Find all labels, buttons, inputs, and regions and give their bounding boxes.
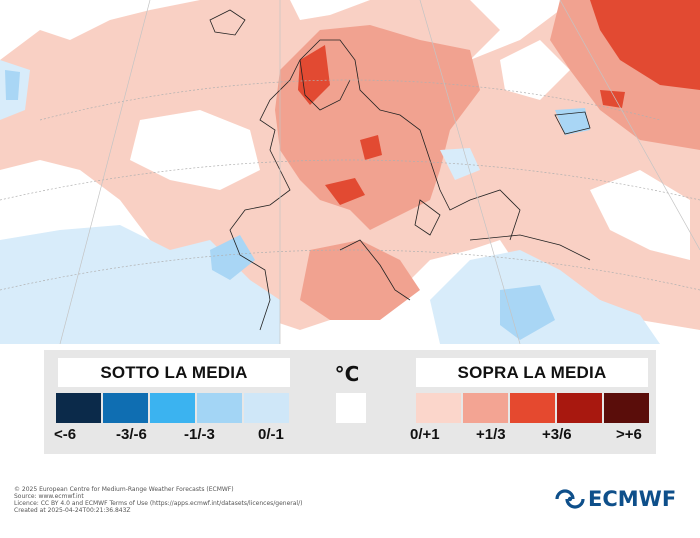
- swatch-above-1-3: [463, 393, 508, 423]
- footer-copyright: © 2025 European Centre for Medium-Range …: [14, 486, 234, 493]
- anomaly-area-minus-1-3: [210, 235, 255, 280]
- anomaly-area-plus-3-6: [298, 45, 330, 105]
- anomaly-area-plus-3-6: [590, 0, 700, 90]
- swatch-above-0-1: [416, 393, 461, 423]
- anomaly-area-minus-1-3: [500, 285, 555, 340]
- swatch-below-6: [56, 393, 101, 423]
- label-above-6: >+6: [616, 426, 642, 443]
- legend: SOTTO LA MEDIA °C SOPRA LA MEDIA <-6 -3/…: [44, 350, 656, 454]
- unit-label: °C: [334, 362, 360, 386]
- label-below-0-1: 0/-1: [258, 426, 284, 443]
- label-below-3-6: -3/-6: [116, 426, 147, 443]
- footer-licence: Licence: CC BY 4.0 and ECMWF Terms of Us…: [14, 500, 303, 507]
- swatch-neutral: [336, 393, 366, 423]
- anomaly-area-minus-1-3: [555, 108, 590, 135]
- swatch-below-3-6: [103, 393, 148, 423]
- anomaly-area-minus-0-1: [0, 225, 280, 344]
- anomaly-area-plus-3-6: [600, 90, 625, 108]
- label-above-1-3: +1/3: [476, 426, 506, 443]
- above-average-title-box: SOPRA LA MEDIA: [416, 358, 648, 387]
- anomaly-area-plus-1-3: [300, 240, 420, 320]
- neutral-area: [130, 110, 260, 190]
- ecmwf-logo-icon: [555, 489, 585, 509]
- swatch-above-6: [604, 393, 649, 423]
- label-above-0-1: 0/+1: [410, 426, 440, 443]
- swatch-below-extra: [197, 393, 242, 423]
- footer-source: Source: www.ecmwf.int: [14, 493, 84, 500]
- swatch-above-extra: [557, 393, 602, 423]
- anomaly-area-minus-1-3: [5, 70, 20, 100]
- label-below-1-3: -1/-3: [184, 426, 215, 443]
- swatch-below-1-3: [150, 393, 195, 423]
- above-average-title: SOPRA LA MEDIA: [457, 362, 607, 382]
- footer-credits: © 2025 European Centre for Medium-Range …: [14, 486, 302, 514]
- anomaly-area-plus-3-6: [325, 178, 365, 205]
- swatch-below-0-1: [244, 393, 289, 423]
- temperature-anomaly-map: [0, 0, 700, 344]
- anomaly-area-plus-3-6: [360, 135, 382, 160]
- swatch-above-3-6: [510, 393, 555, 423]
- coastlines: [209, 9, 591, 331]
- neutral-area: [500, 40, 570, 100]
- below-average-title: SOTTO LA MEDIA: [100, 362, 248, 382]
- label-above-3-6: +3/6: [542, 426, 572, 443]
- ecmwf-logo-text: ECMWF: [588, 487, 677, 511]
- below-average-title-box: SOTTO LA MEDIA: [58, 358, 290, 387]
- label-below-6: <-6: [54, 426, 77, 443]
- footer-created: Created at 2025-04-24T00:21:36.843Z: [14, 507, 131, 514]
- ecmwf-logo: ECMWF: [554, 484, 688, 514]
- neutral-area: [590, 170, 690, 260]
- graticule: [0, 79, 700, 291]
- graticule: [59, 0, 700, 344]
